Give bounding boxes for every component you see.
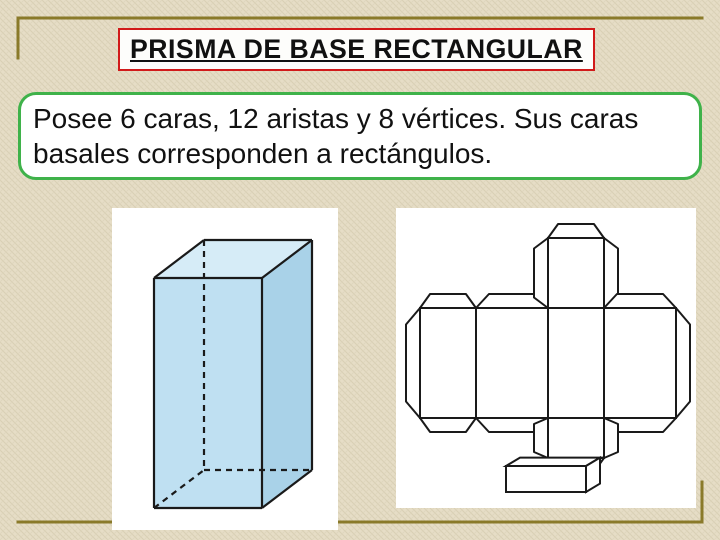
figure-prism-net [396, 208, 696, 508]
figure-3d-prism [112, 208, 338, 530]
slide-title-text: PRISMA DE BASE RECTANGULAR [130, 34, 583, 64]
slide-title: PRISMA DE BASE RECTANGULAR [118, 28, 595, 71]
description-box: Posee 6 caras, 12 aristas y 8 vértices. … [18, 92, 702, 180]
description-text: Posee 6 caras, 12 aristas y 8 vértices. … [33, 103, 638, 169]
slide-canvas: PRISMA DE BASE RECTANGULAR Posee 6 caras… [0, 0, 720, 540]
